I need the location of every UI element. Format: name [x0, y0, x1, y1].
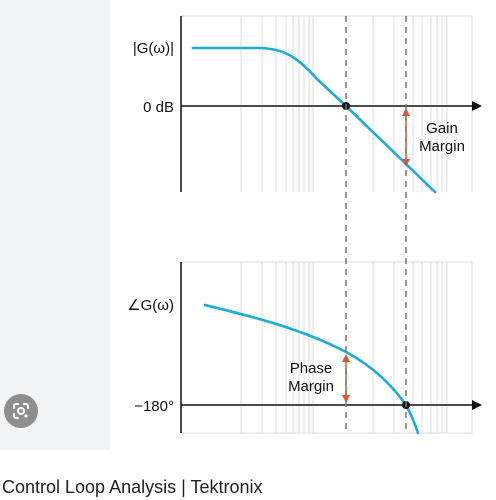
- google-lens-button[interactable]: [4, 394, 38, 428]
- minus180-label: −180°: [134, 398, 174, 415]
- magnitude-plot: |G(ω)| 0 dB Gain Margin: [133, 15, 482, 194]
- bode-plot-image[interactable]: |G(ω)| 0 dB Gain Margin: [110, 0, 496, 450]
- phase-margin-arrowhead-bottom: [342, 395, 350, 403]
- phase-plot: ∠G(ω) −180° Phase Margin: [127, 261, 482, 435]
- zero-db-label: 0 dB: [143, 99, 174, 116]
- bode-plot-svg: |G(ω)| 0 dB Gain Margin: [127, 15, 482, 435]
- gain-margin-label-line1: Gain: [426, 120, 458, 137]
- phase-curve: [203, 303, 420, 435]
- phase-grid: [181, 261, 473, 434]
- magnitude-grid: [181, 15, 473, 192]
- magnitude-curve: [191, 46, 437, 194]
- minus180-axis-arrowhead: [472, 400, 482, 410]
- result-caption[interactable]: Control Loop Analysis | Tektronix: [2, 477, 263, 497]
- magnitude-axis-label: |G(ω)|: [133, 40, 174, 57]
- phase-margin-label-line2: Margin: [288, 378, 334, 395]
- phase-axis-label: ∠G(ω): [127, 297, 174, 314]
- gain-margin-label-line2: Margin: [419, 138, 465, 155]
- phase-margin-label-line1: Phase: [290, 360, 333, 377]
- gain-margin-arrowhead-top: [402, 108, 410, 116]
- google-lens-icon: [13, 403, 29, 419]
- zero-db-axis-arrowhead: [472, 101, 482, 111]
- side-panel-background: [0, 0, 110, 450]
